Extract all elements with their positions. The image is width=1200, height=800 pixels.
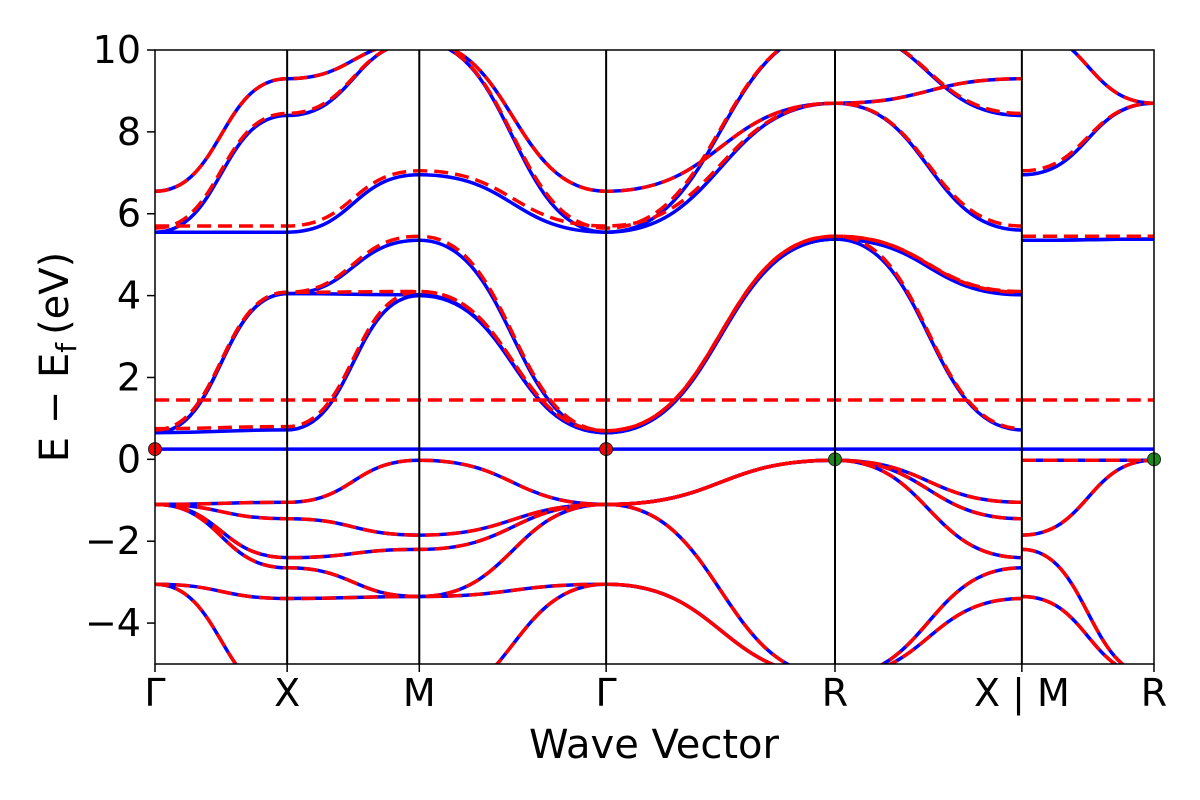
y-tick-label-0: 10 — [93, 28, 141, 72]
x-tick-label-1: X — [274, 671, 300, 715]
y-tick-label-1: 8 — [117, 110, 141, 154]
dashed-band-group — [155, 50, 1154, 664]
x-tick-label-4: R — [822, 671, 848, 715]
solid-band-line-4 — [155, 101, 1154, 234]
plot-frame — [154, 49, 1155, 665]
solid-band-line-6 — [155, 50, 1022, 234]
dashed-band-line-5 — [155, 50, 1154, 193]
y-tick-label-7: −4 — [85, 601, 141, 645]
dashed-band-line-4 — [155, 101, 1154, 228]
x-tick-label-2: M — [403, 671, 436, 715]
dashed-band-line-12 — [155, 582, 777, 664]
dashed-band-line-8 — [155, 458, 1154, 537]
y-axis-title-unit: (eV) — [32, 252, 78, 335]
y-axis: 10 8 6 4 2 0 −2 −4 — [85, 28, 155, 645]
y-axis-title-subscript: f — [50, 342, 83, 353]
x-tick-label-6: R — [1141, 671, 1167, 715]
solid-band-line-2 — [155, 237, 1154, 435]
x-tick-label-3: Γ — [596, 671, 617, 715]
band-edge-markers — [148, 442, 1161, 467]
x-axis-title: Wave Vector — [529, 722, 780, 768]
x-axis: Γ X M Γ R X | M R — [144, 664, 1167, 716]
y-axis-title: E − Ef (eV) — [32, 252, 83, 463]
solid-band-line-8 — [155, 458, 1154, 537]
dashed-band-line-11 — [155, 582, 1119, 664]
solid-band-line-1 — [155, 237, 1154, 435]
y-tick-label-5: 0 — [117, 437, 141, 481]
dashed-band-line-7 — [155, 458, 1154, 507]
y-tick-label-2: 6 — [117, 192, 141, 236]
y-tick-label-4: 2 — [117, 355, 141, 399]
x-tick-label-5: X | M — [974, 671, 1070, 716]
y-tick-label-3: 4 — [117, 274, 141, 318]
y-tick-label-6: −2 — [85, 519, 141, 563]
solid-band-line-7 — [155, 458, 1154, 507]
y-axis-title-main: E − E — [32, 353, 78, 463]
dashed-band-line-9 — [155, 458, 1022, 560]
x-tick-label-0: Γ — [144, 671, 165, 715]
dashed-band-line-6 — [155, 50, 1022, 230]
solid-band-line-3 — [155, 237, 1022, 435]
solid-band-group — [155, 50, 1154, 664]
high-symmetry-lines — [286, 50, 1023, 664]
